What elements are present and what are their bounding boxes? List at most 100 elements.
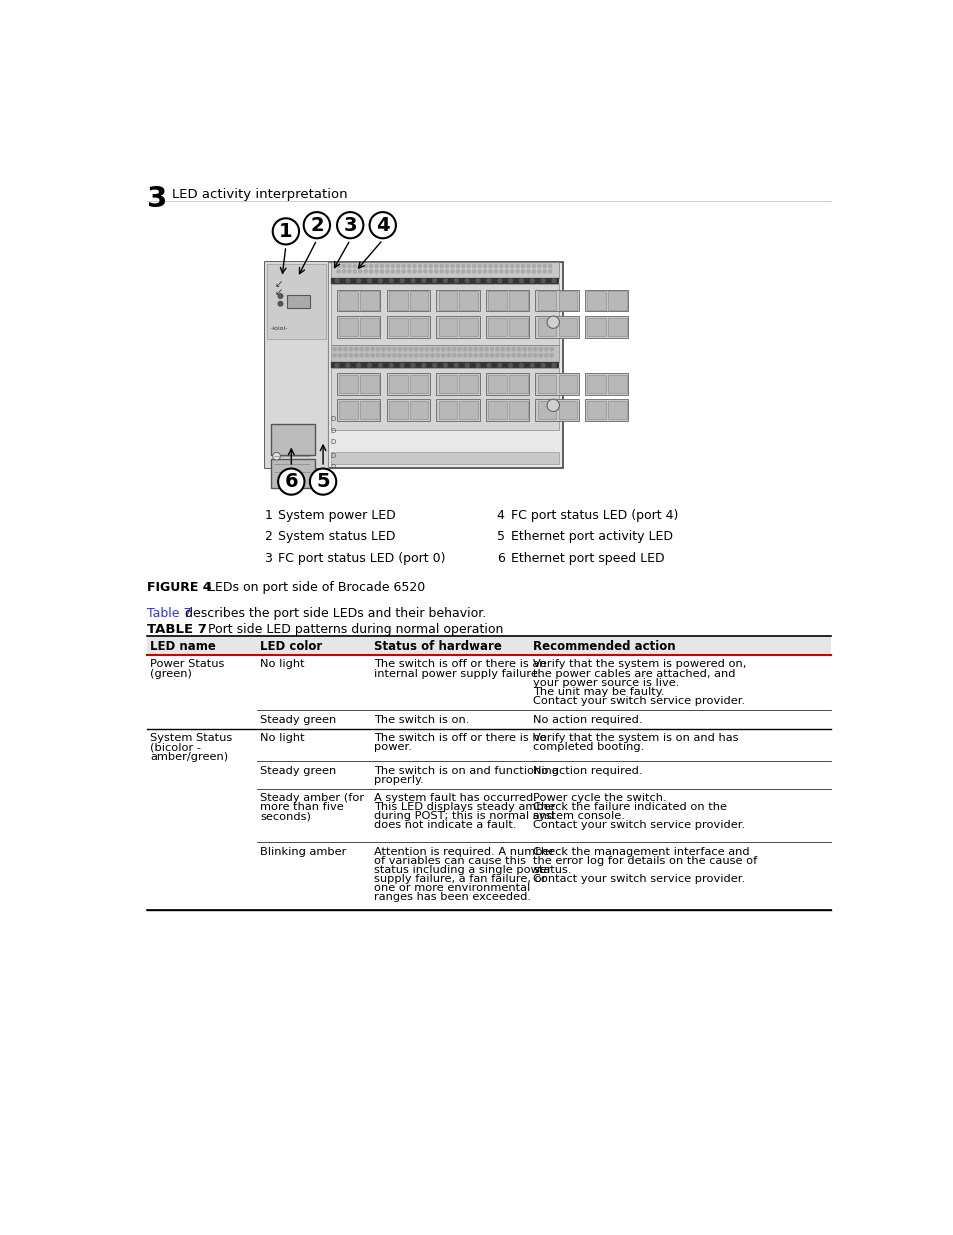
Bar [331, 278, 558, 284]
Circle shape [423, 264, 427, 268]
Bar [537, 291, 556, 310]
Circle shape [387, 353, 390, 357]
Circle shape [356, 363, 360, 367]
Circle shape [409, 353, 412, 357]
FancyBboxPatch shape [271, 424, 314, 454]
Circle shape [461, 270, 464, 273]
Circle shape [303, 212, 330, 238]
Bar [336, 373, 380, 395]
Bar [558, 291, 577, 310]
Bar [438, 401, 456, 419]
Bar [488, 317, 506, 336]
Circle shape [530, 363, 534, 367]
Circle shape [445, 270, 448, 273]
Circle shape [494, 270, 497, 273]
Circle shape [474, 347, 476, 351]
Text: (green): (green) [150, 668, 192, 678]
Circle shape [476, 363, 479, 367]
Circle shape [443, 363, 447, 367]
Circle shape [510, 270, 513, 273]
Circle shape [333, 353, 336, 357]
Text: 6: 6 [497, 552, 504, 564]
Bar [584, 316, 628, 337]
Circle shape [421, 279, 425, 283]
Circle shape [342, 264, 345, 268]
Bar [438, 374, 456, 393]
Circle shape [530, 279, 534, 283]
Text: Ethernet port activity LED: Ethernet port activity LED [510, 530, 672, 543]
Bar [386, 316, 430, 337]
Text: Contact your switch service provider.: Contact your switch service provider. [533, 874, 744, 884]
Circle shape [353, 270, 356, 273]
Circle shape [336, 264, 340, 268]
Circle shape [402, 264, 405, 268]
Circle shape [457, 353, 460, 357]
Circle shape [500, 353, 504, 357]
Bar [386, 399, 430, 421]
Circle shape [435, 264, 437, 268]
Text: amber/green): amber/green) [150, 752, 228, 762]
Circle shape [476, 279, 479, 283]
Text: Blinking amber: Blinking amber [260, 847, 346, 857]
Bar [558, 317, 577, 336]
Circle shape [532, 264, 535, 268]
Circle shape [348, 264, 351, 268]
Circle shape [430, 353, 434, 357]
Text: describes the port side LEDs and their behavior.: describes the port side LEDs and their b… [181, 608, 486, 620]
Circle shape [461, 264, 464, 268]
Circle shape [310, 468, 335, 495]
Text: No action required.: No action required. [533, 715, 642, 725]
Circle shape [468, 353, 472, 357]
Bar [147, 636, 830, 655]
Circle shape [369, 270, 373, 273]
Circle shape [506, 353, 510, 357]
Circle shape [381, 353, 385, 357]
Circle shape [542, 264, 546, 268]
Bar [386, 373, 430, 395]
Circle shape [343, 353, 347, 357]
Circle shape [355, 347, 357, 351]
Bar [459, 317, 477, 336]
Circle shape [544, 353, 547, 357]
Bar [587, 291, 605, 310]
Text: This LED displays steady amber: This LED displays steady amber [374, 803, 555, 813]
Circle shape [439, 270, 443, 273]
Circle shape [346, 363, 350, 367]
Circle shape [505, 270, 508, 273]
Bar [608, 317, 626, 336]
Circle shape [548, 264, 551, 268]
Circle shape [342, 270, 345, 273]
Bar [436, 290, 479, 311]
Bar [331, 452, 558, 464]
Circle shape [456, 270, 459, 273]
Circle shape [546, 316, 558, 329]
Circle shape [533, 353, 537, 357]
Circle shape [490, 353, 494, 357]
Circle shape [521, 264, 524, 268]
Circle shape [499, 270, 502, 273]
Text: Attention is required. A number: Attention is required. A number [374, 847, 554, 857]
Circle shape [521, 270, 524, 273]
Circle shape [278, 294, 282, 299]
Circle shape [451, 264, 454, 268]
Circle shape [397, 353, 401, 357]
Text: seconds): seconds) [260, 811, 311, 821]
Circle shape [443, 279, 447, 283]
Circle shape [537, 264, 540, 268]
Circle shape [486, 279, 491, 283]
Circle shape [512, 347, 515, 351]
Bar [360, 291, 378, 310]
Circle shape [418, 264, 421, 268]
Bar [537, 317, 556, 336]
Circle shape [512, 353, 515, 357]
Circle shape [355, 353, 357, 357]
Bar [331, 262, 558, 278]
Circle shape [452, 353, 456, 357]
Circle shape [369, 264, 373, 268]
Text: Contact your switch service provider.: Contact your switch service provider. [533, 820, 744, 830]
Bar [535, 316, 578, 337]
Circle shape [348, 270, 351, 273]
Circle shape [414, 353, 417, 357]
Text: No light: No light [260, 659, 305, 669]
Bar [438, 291, 456, 310]
